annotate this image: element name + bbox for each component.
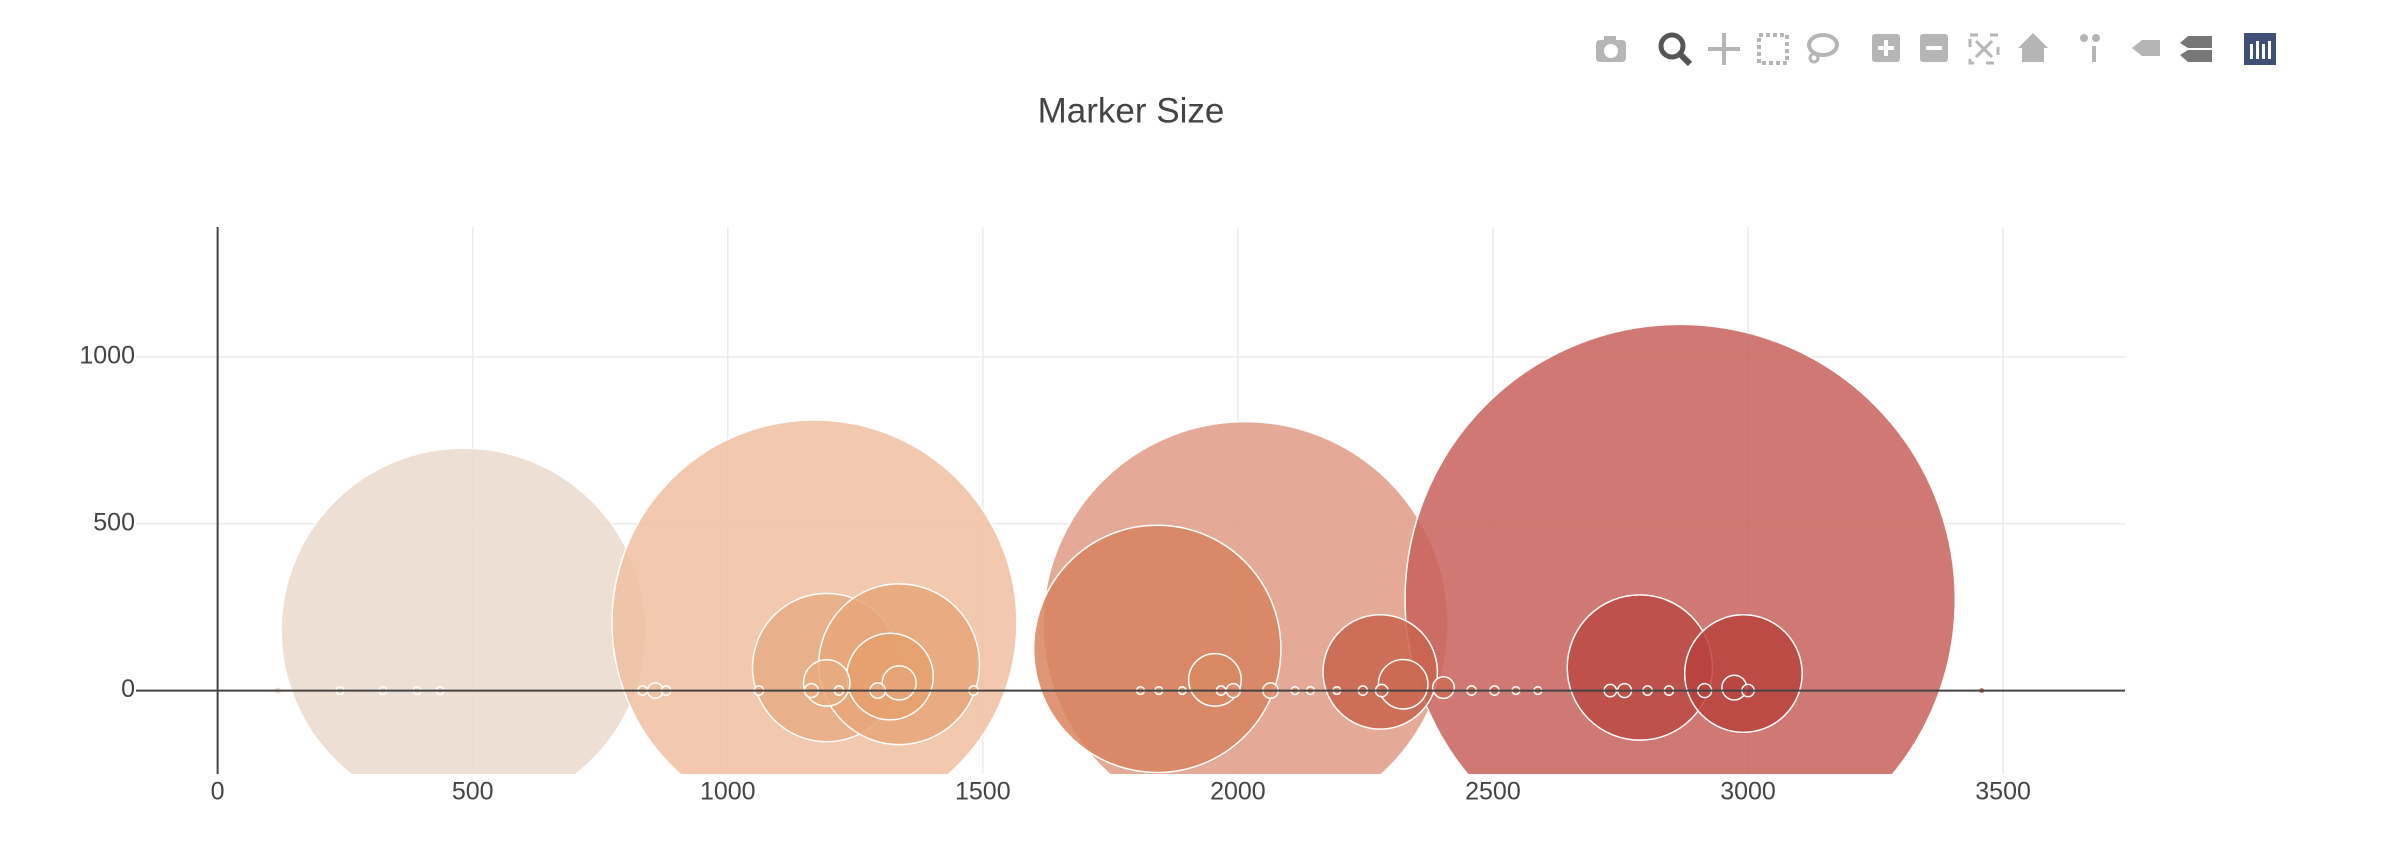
bubble — [280, 447, 647, 774]
bubble — [1377, 658, 1429, 710]
axes: 0 500 1000 1500 2000 2500 3000 3500 0 500 1000 — [79, 227, 2125, 806]
y-tick-label: 0 — [121, 675, 135, 703]
chart-title: Marker Size — [1038, 91, 1225, 130]
hover-closest-button[interactable] — [2132, 40, 2160, 56]
bubble — [1683, 614, 1803, 734]
x-tick-label: 3500 — [1975, 778, 2031, 806]
x-tick-label: 1000 — [700, 778, 756, 806]
bubble — [881, 665, 917, 701]
pan-button[interactable] — [1708, 33, 1740, 65]
autoscale-button[interactable] — [1968, 33, 2000, 65]
lasso-button[interactable] — [1807, 33, 1839, 64]
zoom-out-button[interactable] — [1920, 34, 1948, 62]
bubble — [1032, 524, 1282, 774]
bubble — [1187, 652, 1242, 707]
hover-compare-button[interactable] — [2180, 36, 2212, 62]
modebar — [1596, 32, 2276, 67]
box-select-button[interactable] — [1757, 33, 1789, 65]
bubble — [802, 658, 851, 707]
zoom-button[interactable] — [1658, 32, 1693, 67]
x-tick-label: 1500 — [955, 778, 1011, 806]
reset-axes-button[interactable] — [2018, 33, 2048, 62]
camera-button[interactable] — [1596, 36, 1626, 62]
zoom-in-button[interactable] — [1872, 34, 1900, 62]
x-tick-label: 500 — [452, 778, 494, 806]
bubble — [1404, 323, 1956, 774]
x-tick-label: 2500 — [1465, 778, 1521, 806]
plotly-logo[interactable] — [2244, 33, 2276, 65]
spike-lines-button[interactable] — [2080, 34, 2100, 62]
bubble — [1431, 675, 1456, 700]
plot-area — [273, 323, 1986, 774]
x-tick-label: 3000 — [1720, 778, 1776, 806]
x-tick-label: 2000 — [1210, 778, 1266, 806]
y-tick-label: 1000 — [79, 341, 135, 369]
x-tick-label: 0 — [211, 778, 225, 806]
y-tick-label: 500 — [93, 508, 135, 536]
